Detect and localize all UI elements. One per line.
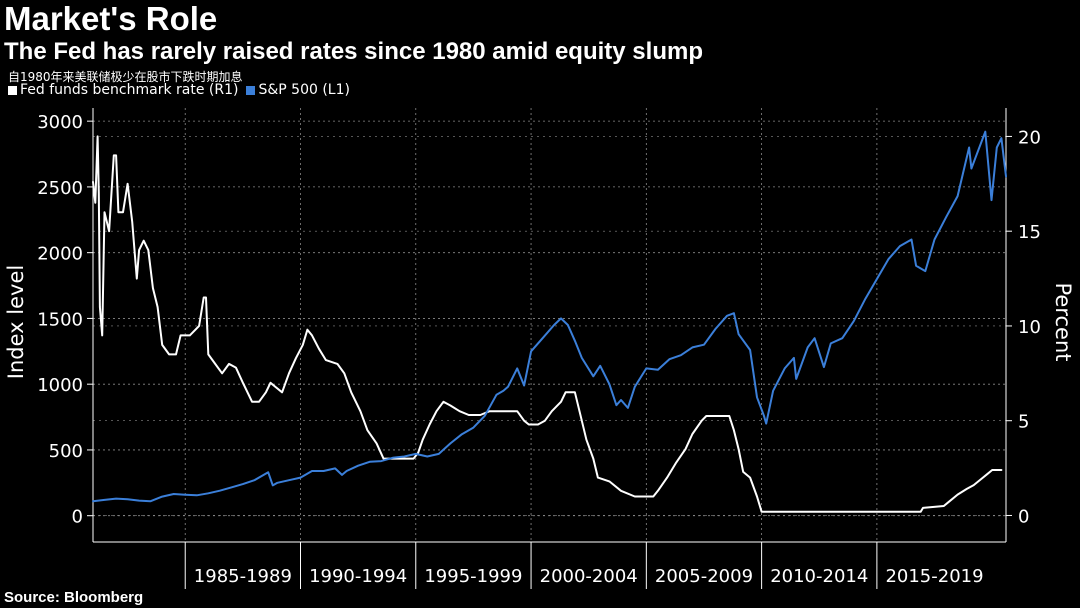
legend-label-fed: Fed funds benchmark rate (R1) bbox=[20, 82, 239, 98]
chart-subtitle: The Fed has rarely raised rates since 19… bbox=[4, 38, 703, 65]
left-tick-label-3000: 3000 bbox=[37, 112, 83, 133]
right-tick-label-20: 20 bbox=[1018, 127, 1041, 148]
legend-swatch-fed bbox=[8, 85, 17, 95]
right-tick-label-15: 15 bbox=[1018, 222, 1041, 243]
right-axis-label: Percent bbox=[1051, 282, 1075, 361]
left-tick-label-2000: 2000 bbox=[37, 244, 83, 265]
left-tick-label-1000: 1000 bbox=[37, 375, 83, 396]
left-axis-label: Index level bbox=[4, 265, 28, 379]
legend-swatch-sp500 bbox=[246, 85, 256, 95]
right-tick-label-5: 5 bbox=[1018, 412, 1029, 433]
grid-lines bbox=[93, 108, 1006, 542]
legend: Fed funds benchmark rate (R1) S&P 500 (L… bbox=[8, 82, 350, 98]
x-tick-label-4: 2005-2009 bbox=[655, 566, 753, 587]
x-tick-label-5: 2010-2014 bbox=[770, 566, 868, 587]
left-tick-label-0: 0 bbox=[72, 507, 83, 528]
x-tick-label-0: 1985-1989 bbox=[194, 566, 292, 587]
left-tick-label-2500: 2500 bbox=[37, 178, 83, 199]
axes: 0 500 1000 1500 2000 2500 3000 0 5 10 15 20 1985-198… bbox=[37, 108, 1041, 589]
x-tick-label-1: 1990-1994 bbox=[309, 566, 407, 587]
chinese-note: 自1980年来美联储极少在股市下跌时期加息 bbox=[8, 70, 243, 84]
legend-item-sp500: S&P 500 (L1) bbox=[246, 82, 350, 98]
legend-label-sp500: S&P 500 (L1) bbox=[258, 82, 350, 98]
left-tick-label-500: 500 bbox=[49, 441, 83, 462]
x-tick-label-3: 2000-2004 bbox=[540, 566, 638, 587]
x-tick-label-2: 1995-1999 bbox=[424, 566, 522, 587]
series-lines bbox=[92, 130, 1007, 513]
sp500-line bbox=[92, 130, 1007, 503]
right-tick-label-10: 10 bbox=[1018, 317, 1041, 338]
x-tick-label-6: 2015-2019 bbox=[885, 566, 983, 587]
source-note: Source: Bloomberg bbox=[4, 589, 144, 606]
fed-funds-rate-line bbox=[92, 135, 1003, 513]
legend-item-fed: Fed funds benchmark rate (R1) bbox=[8, 82, 238, 98]
left-tick-label-1500: 1500 bbox=[37, 309, 83, 330]
chart-title: Market's Role bbox=[4, 0, 218, 37]
right-tick-label-0: 0 bbox=[1018, 506, 1029, 527]
